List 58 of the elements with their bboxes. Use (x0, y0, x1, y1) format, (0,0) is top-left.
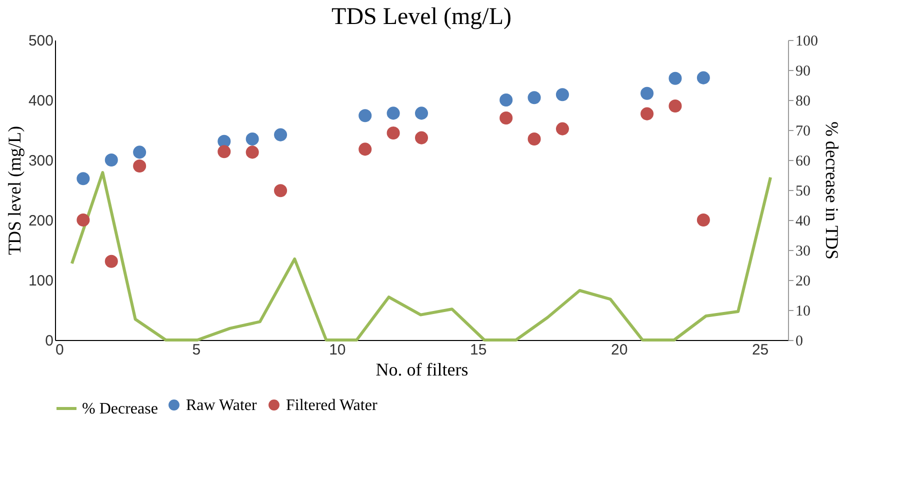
point (104, 153, 118, 167)
point (696, 71, 710, 84)
legend-label: Filtered Water (286, 397, 378, 414)
y2-tick-label: 10 (796, 304, 810, 320)
y2-axis-title: % decrease in TDS (822, 121, 842, 260)
point (358, 109, 372, 122)
chart-title: TDS Level (mg/L) (332, 4, 512, 30)
y-tick-label: 400 (28, 92, 54, 110)
point (274, 184, 288, 198)
point (668, 72, 682, 85)
x-tick-label: 10 (329, 342, 346, 358)
point (246, 132, 259, 146)
y2-tick-label: 20 (796, 274, 810, 290)
x-tick-label: 5 (192, 342, 201, 358)
point (640, 107, 654, 120)
y2-tick-label: 40 (796, 214, 810, 230)
y2-tick-label: 100 (796, 34, 818, 50)
point (218, 145, 231, 158)
point (528, 91, 541, 104)
x-tick-label: 20 (611, 342, 628, 358)
y-axis-title: TDS level (mg/L) (4, 126, 24, 255)
legend-label: % Decrease (82, 400, 158, 418)
line-series (70, 171, 772, 342)
y2-tick-label: 30 (796, 244, 810, 260)
point (358, 142, 372, 156)
x-tick-label: 15 (470, 342, 487, 358)
x-tick-label: 0 (56, 342, 64, 358)
point (246, 146, 259, 159)
point (133, 146, 146, 159)
point (386, 106, 400, 120)
point (386, 126, 400, 140)
point (556, 122, 569, 136)
point (528, 132, 541, 146)
y2-tick-label: 60 (796, 154, 810, 170)
y2-tick-label: 70 (796, 124, 810, 140)
point (668, 99, 682, 113)
y-tick-label: 200 (28, 212, 54, 230)
point (696, 213, 710, 227)
y-tick-label: 300 (28, 152, 54, 170)
point (640, 86, 654, 100)
x-tick-label: 25 (752, 342, 769, 358)
x-axis-title: No. of filters (376, 360, 468, 380)
point (500, 111, 513, 125)
point (133, 159, 146, 173)
point (76, 172, 90, 186)
point (274, 128, 288, 142)
point (414, 106, 428, 120)
legend-label: Raw Water (186, 397, 258, 414)
y2-tick-label: 90 (796, 64, 810, 80)
y-tick-label: 100 (28, 272, 54, 290)
y2-tick-label: 50 (796, 184, 810, 200)
point (414, 131, 428, 144)
y-tick-label: 500 (28, 32, 54, 50)
point (556, 88, 569, 102)
point (76, 213, 90, 227)
y2-tick-label: 80 (796, 94, 810, 110)
point (104, 254, 118, 268)
point (500, 93, 513, 107)
